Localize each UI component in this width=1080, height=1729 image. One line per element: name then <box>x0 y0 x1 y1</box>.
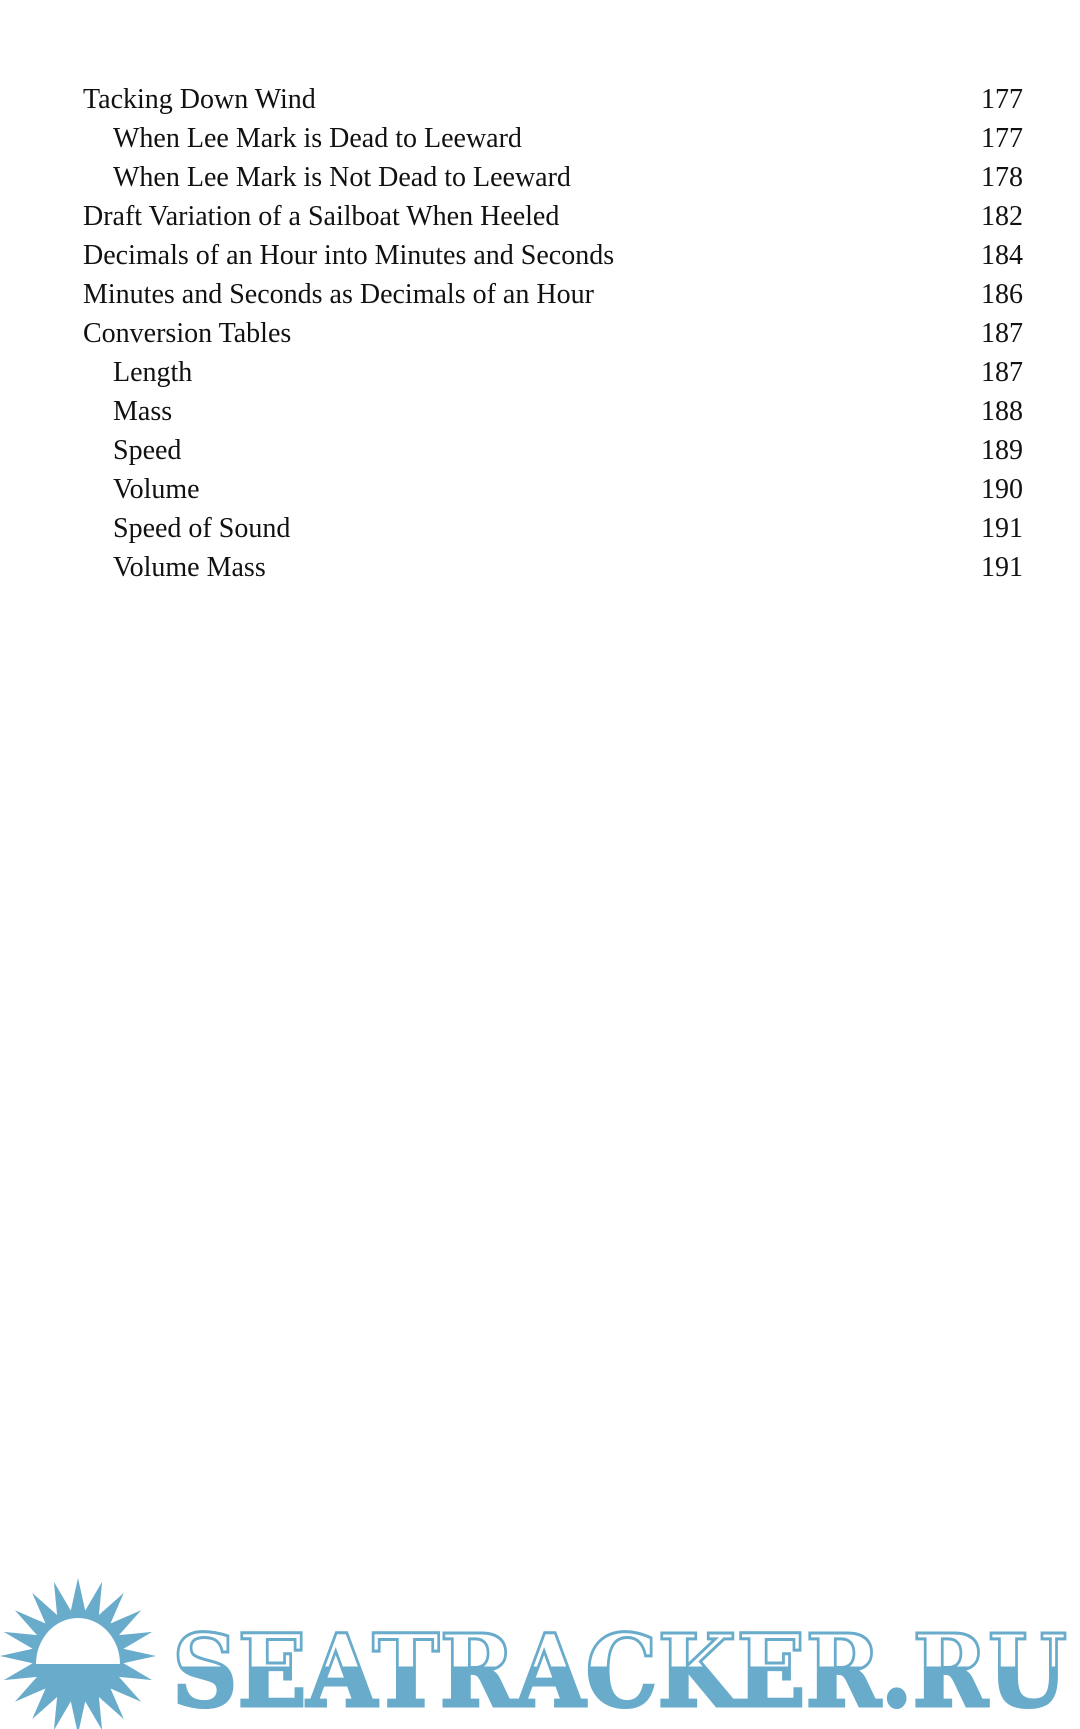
watermark-logo: SEATRACKER.RU <box>0 1578 1069 1729</box>
toc-entry-title: Volume Mass <box>113 552 266 583</box>
toc-entry-page: 184 <box>981 240 1023 271</box>
toc-entry: When Lee Mark is Dead to Leeward 177 <box>83 119 1023 158</box>
toc-entry-page: 187 <box>981 318 1023 349</box>
sun-icon <box>0 1578 156 1729</box>
toc-entry: Speed of Sound 191 <box>83 509 1023 548</box>
toc-entry: Minutes and Seconds as Decimals of an Ho… <box>83 275 1023 314</box>
toc-entry-title: Draft Variation of a Sailboat When Heele… <box>83 201 560 232</box>
toc-entry-title: When Lee Mark is Not Dead to Leeward <box>113 162 571 193</box>
toc-entry: Conversion Tables 187 <box>83 314 1023 353</box>
toc-entry-page: 191 <box>981 552 1023 583</box>
toc-entry: Draft Variation of a Sailboat When Heele… <box>83 197 1023 236</box>
toc-entry-page: 191 <box>981 513 1023 544</box>
toc-entry: Volume Mass 191 <box>83 548 1023 587</box>
toc-entry: Tacking Down Wind 177 <box>83 80 1023 119</box>
table-of-contents: Tacking Down Wind 177 When Lee Mark is Dea… <box>83 80 1023 587</box>
toc-entry-title: Length <box>113 357 193 388</box>
toc-entry-title: Minutes and Seconds as Decimals of an Ho… <box>83 279 594 310</box>
toc-entry: Speed 189 <box>83 431 1023 470</box>
toc-entry-title: Volume <box>113 474 200 505</box>
toc-entry-page: 188 <box>981 396 1023 427</box>
toc-entry-page: 190 <box>981 474 1023 505</box>
toc-entry-page: 189 <box>981 435 1023 466</box>
toc-entry: When Lee Mark is Not Dead to Leeward 178 <box>83 158 1023 197</box>
toc-entry-title: Conversion Tables <box>83 318 292 349</box>
toc-entry-page: 177 <box>981 123 1023 154</box>
toc-entry-title: Speed <box>113 435 182 466</box>
toc-entry-page: 177 <box>981 84 1023 115</box>
toc-entry-page: 182 <box>981 201 1023 232</box>
watermark-text: SEATRACKER.RU <box>172 1612 1067 1729</box>
toc-entry-page: 178 <box>981 162 1023 193</box>
toc-entry-title: Mass <box>113 396 173 427</box>
toc-entry-page: 186 <box>981 279 1023 310</box>
toc-entry: Decimals of an Hour into Minutes and Sec… <box>83 236 1023 275</box>
toc-entry-page: 187 <box>981 357 1023 388</box>
toc-entry-title: Decimals of an Hour into Minutes and Sec… <box>83 240 615 271</box>
toc-entry: Mass 188 <box>83 392 1023 431</box>
toc-entry: Volume 190 <box>83 470 1023 509</box>
toc-entry: Length 187 <box>83 353 1023 392</box>
toc-entry-title: When Lee Mark is Dead to Leeward <box>113 123 522 154</box>
toc-entry-title: Tacking Down Wind <box>83 84 316 115</box>
toc-entry-title: Speed of Sound <box>113 513 291 544</box>
